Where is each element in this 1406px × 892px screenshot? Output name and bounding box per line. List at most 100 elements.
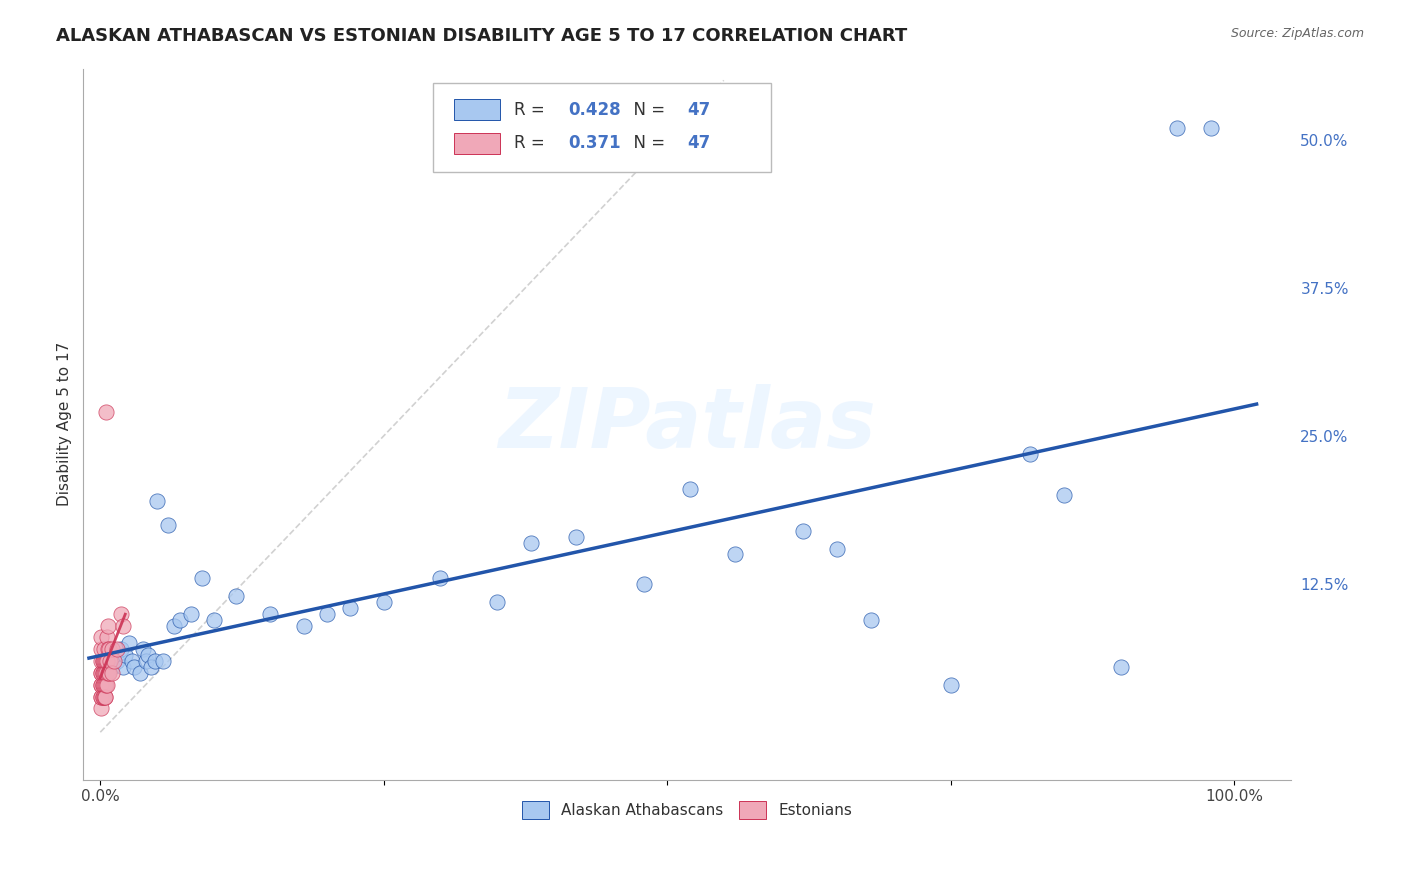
Point (169, 613, 191, 627)
Point (339, 600, 361, 615)
Point (1166, 120, 1188, 135)
Point (91, 690, 114, 704)
Point (93, 690, 115, 704)
Point (792, 524, 814, 538)
Point (97, 642, 120, 657)
Point (429, 571, 451, 585)
Point (90, 678, 112, 692)
Bar (454, 133, 499, 153)
Point (100, 642, 122, 657)
Text: 47: 47 (688, 134, 710, 153)
Point (91, 654, 114, 668)
Point (93, 654, 115, 668)
Point (105, 654, 128, 668)
Text: ZIPatlas: ZIPatlas (498, 384, 876, 465)
Point (486, 595, 509, 609)
Point (225, 589, 247, 603)
Point (94, 678, 117, 692)
Legend: Alaskan Athabascans, Estonians: Alaskan Athabascans, Estonians (516, 795, 859, 825)
Point (292, 618, 315, 632)
Point (94, 654, 117, 668)
Text: R =: R = (515, 101, 550, 119)
Point (90, 631, 112, 645)
Point (97, 665, 120, 680)
Text: 47: 47 (688, 101, 710, 119)
Point (152, 654, 174, 668)
Point (93, 642, 115, 657)
Point (1109, 660, 1132, 674)
Point (98, 665, 121, 680)
Point (91, 665, 114, 680)
Point (724, 548, 747, 562)
Bar (454, 99, 499, 120)
Point (180, 607, 202, 621)
Point (132, 642, 155, 657)
Text: N =: N = (623, 101, 671, 119)
Text: 0.371: 0.371 (568, 134, 621, 153)
Point (103, 648, 125, 662)
Text: Source: ZipAtlas.com: Source: ZipAtlas.com (1230, 27, 1364, 40)
Point (633, 577, 655, 591)
Point (939, 678, 962, 692)
Text: N =: N = (623, 134, 671, 153)
Point (103, 654, 125, 668)
Point (121, 654, 143, 668)
Point (94, 665, 117, 680)
Point (96, 631, 118, 645)
Point (94, 405, 117, 419)
Point (91, 690, 114, 704)
Point (97, 618, 120, 632)
Point (91, 678, 114, 692)
Point (135, 654, 157, 668)
Point (96, 654, 118, 668)
Point (90, 678, 112, 692)
Point (679, 482, 702, 496)
Point (114, 648, 136, 662)
Point (96, 678, 118, 692)
Point (90, 665, 112, 680)
Text: ALASKAN ATHABASCAN VS ESTONIAN DISABILITY AGE 5 TO 17 CORRELATION CHART: ALASKAN ATHABASCAN VS ESTONIAN DISABILIT… (56, 27, 907, 45)
Point (141, 660, 163, 674)
Point (110, 607, 132, 621)
Point (94, 690, 117, 704)
Point (98, 654, 121, 668)
Point (90, 701, 112, 715)
Point (91, 665, 114, 680)
Point (157, 517, 180, 532)
Point (100, 654, 122, 668)
Point (146, 494, 169, 508)
Point (129, 665, 152, 680)
Point (259, 607, 281, 621)
Point (191, 571, 214, 585)
Point (1018, 447, 1040, 461)
Point (111, 618, 134, 632)
Point (94, 665, 117, 680)
Point (100, 660, 122, 674)
Point (136, 648, 159, 662)
Point (94, 678, 117, 692)
Point (1199, 120, 1222, 135)
Point (373, 595, 395, 609)
Point (90, 690, 112, 704)
Text: 0.428: 0.428 (568, 101, 621, 119)
Point (202, 613, 225, 627)
Point (825, 541, 848, 556)
Point (110, 642, 132, 657)
Point (163, 618, 186, 632)
Point (1053, 488, 1076, 502)
Point (111, 660, 134, 674)
FancyBboxPatch shape (433, 83, 772, 171)
Point (117, 636, 139, 650)
Point (105, 642, 128, 657)
Point (94, 690, 117, 704)
Point (91, 678, 114, 692)
Y-axis label: Disability Age 5 to 17: Disability Age 5 to 17 (58, 342, 72, 506)
Point (94, 665, 117, 680)
Point (98, 642, 121, 657)
Text: R =: R = (515, 134, 555, 153)
Point (93, 665, 115, 680)
Point (93, 678, 115, 692)
Point (565, 530, 588, 544)
Point (90, 654, 112, 668)
Point (90, 665, 112, 680)
